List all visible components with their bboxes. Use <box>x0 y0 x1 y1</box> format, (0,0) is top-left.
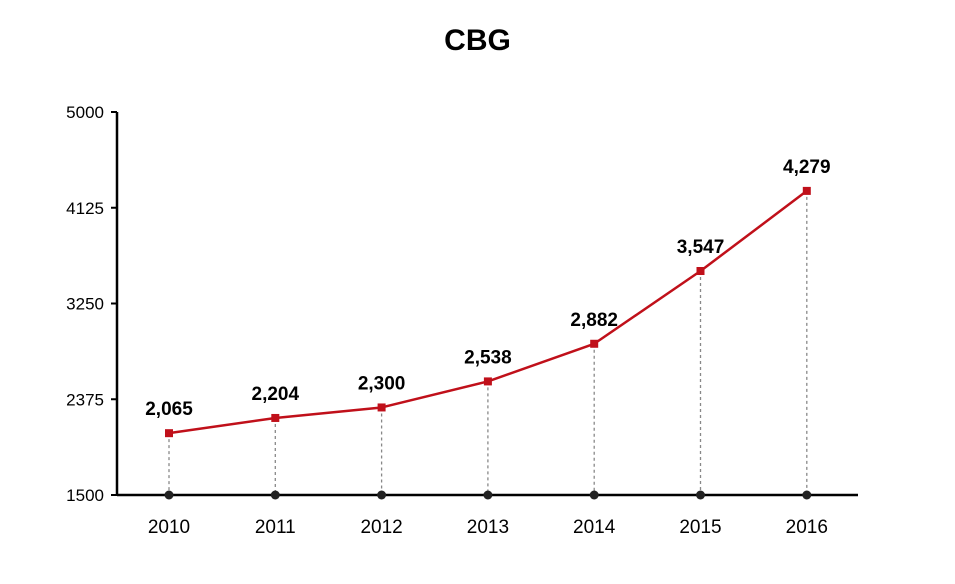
data-point <box>271 413 280 422</box>
chart-title: CBG <box>444 24 511 57</box>
base-dot <box>483 490 493 500</box>
data-label: 2,538 <box>464 347 512 368</box>
data-label: 2,300 <box>358 373 406 394</box>
data-label: 4,279 <box>783 157 831 178</box>
data-label: 2,065 <box>145 399 193 420</box>
data-point <box>802 186 811 195</box>
base-dot <box>589 490 599 500</box>
data-point <box>165 429 173 438</box>
data-point <box>483 377 492 386</box>
x-tick-label: 2012 <box>360 517 402 538</box>
base-dot <box>377 490 387 500</box>
data-label: 2,882 <box>570 310 618 331</box>
y-tick-label: 4125 <box>66 199 104 218</box>
x-tick-label: 2010 <box>148 517 190 538</box>
y-tick-label: 1500 <box>66 486 104 505</box>
x-tick-label: 2011 <box>255 517 296 538</box>
base-dot <box>270 490 280 500</box>
data-label: 2,204 <box>252 384 300 405</box>
data-label: 3,547 <box>677 237 725 258</box>
x-tick-label: 2013 <box>467 517 509 538</box>
base-dot <box>802 490 812 500</box>
x-tick-label: 2014 <box>573 517 616 538</box>
data-point <box>696 266 705 275</box>
x-tick-label: 2015 <box>679 517 721 538</box>
y-tick-label: 3250 <box>66 295 104 314</box>
x-tick-label: 2016 <box>786 517 828 538</box>
y-tick-label: 2375 <box>66 390 104 409</box>
base-dot <box>164 490 174 500</box>
data-point <box>590 339 599 348</box>
y-tick-label: 5000 <box>66 103 104 122</box>
base-dot <box>696 490 705 500</box>
data-point <box>377 403 386 412</box>
